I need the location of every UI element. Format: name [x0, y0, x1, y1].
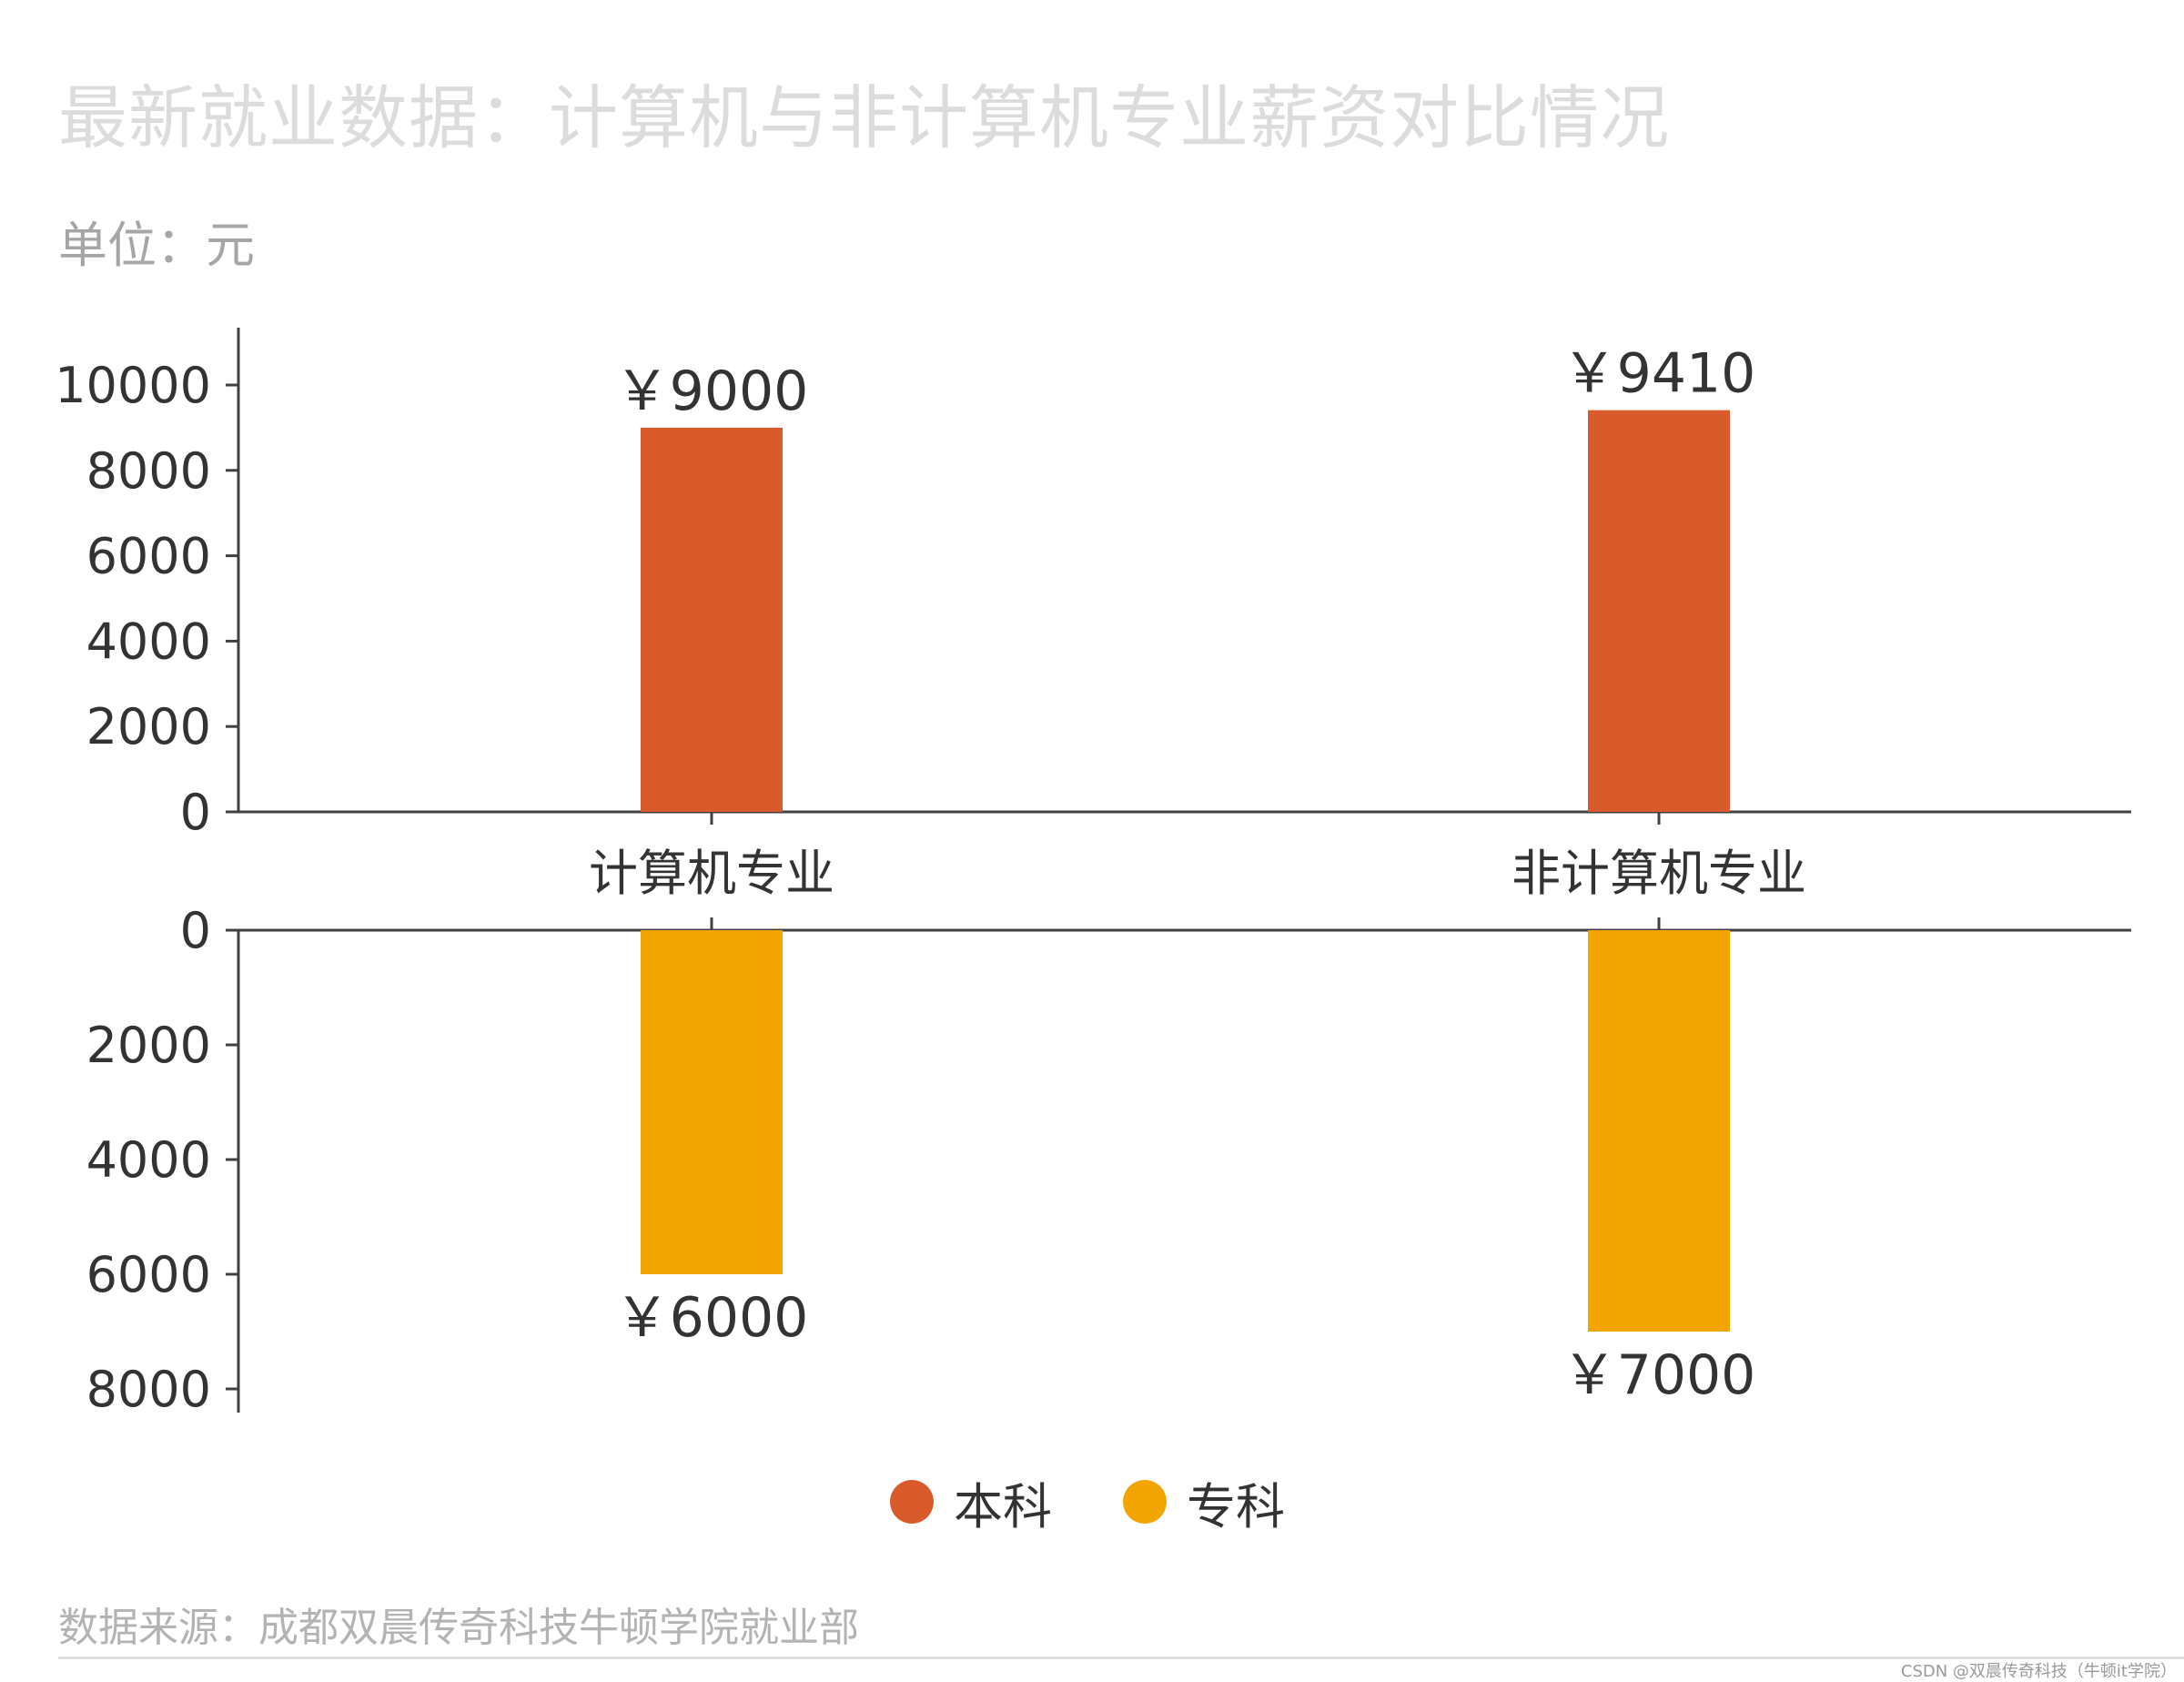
chart-labels: 计算机专业 非计算机专业 0 2000 4000 6000 8000 10000 0 2000 40… — [55, 342, 1806, 1418]
top-y-tick-label: 4000 — [86, 613, 211, 670]
legend-item-bachelor: 本科 — [890, 1466, 1052, 1538]
bottom-y-tick-label: 4000 — [86, 1131, 211, 1189]
legend-swatch-bachelor — [890, 1480, 934, 1524]
bar-bachelor — [641, 427, 783, 812]
unit-label: 单位：元 — [58, 217, 255, 274]
bottom-y-tick-label: 8000 — [86, 1361, 211, 1418]
top-y-tick-label: 2000 — [86, 698, 211, 755]
legend-item-associate: 专科 — [1123, 1466, 1285, 1538]
bottom-y-tick-label: 0 — [180, 902, 211, 959]
chart-bars — [641, 410, 1730, 1332]
top-y-tick-label: 10000 — [55, 357, 211, 414]
bar-value-label-associate: ￥7000 — [1562, 1343, 1756, 1407]
bar-value-label-associate: ￥6000 — [615, 1286, 809, 1350]
bar-value-label-bachelor: ￥9410 — [1562, 342, 1756, 406]
legend-swatch-associate — [1123, 1480, 1167, 1524]
mirrored-bar-chart: 计算机专业 非计算机专业 0 2000 4000 6000 8000 10000 0 2000 40… — [55, 328, 2131, 1418]
top-y-tick-label: 0 — [180, 784, 211, 841]
legend: 本科 专科 — [890, 1474, 1356, 1535]
top-y-tick-label: 6000 — [86, 528, 211, 585]
bar-associate — [1588, 930, 1730, 1332]
bar-associate — [641, 930, 783, 1274]
bar-value-label-bachelor: ￥9000 — [615, 360, 809, 423]
legend-label-bachelor: 本科 — [954, 1477, 1052, 1535]
footer-divider — [58, 1657, 2184, 1659]
chart-title: 最新就业数据：计算机与非计算机专业薪资对比情况 — [58, 77, 1670, 158]
bottom-y-tick-label: 2000 — [86, 1017, 211, 1074]
category-label: 计算机专业 — [589, 845, 834, 902]
bar-bachelor — [1588, 410, 1730, 812]
bottom-y-tick-label: 6000 — [86, 1246, 211, 1303]
top-y-tick-label: 8000 — [86, 442, 211, 500]
legend-label-associate: 专科 — [1187, 1477, 1285, 1535]
watermark: CSDN @双晨传奇科技（牛顿it学院） — [1900, 1662, 2177, 1681]
chart-axes — [226, 328, 2131, 1413]
category-label: 非计算机专业 — [1512, 845, 1806, 902]
data-source: 数据来源：成都双晨传奇科技牛顿学院就业部 — [58, 1605, 859, 1651]
